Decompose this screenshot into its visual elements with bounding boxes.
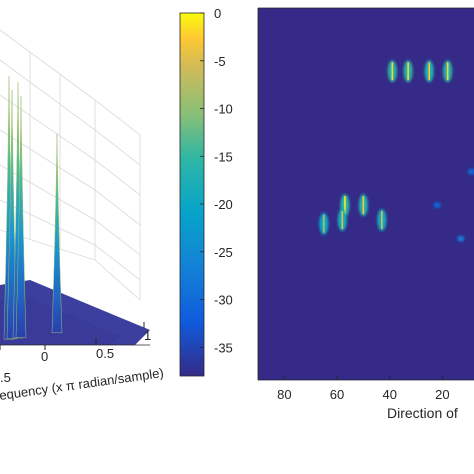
heatmap-blob <box>457 235 465 242</box>
heatmap-tick-label: 60 <box>330 387 344 402</box>
surface-x-tick: 0 <box>41 349 48 364</box>
surface-peak <box>15 96 27 338</box>
colorbar-tick-label: -30 <box>214 293 233 308</box>
surface-x-tick: 1 <box>144 328 151 343</box>
heatmap-background <box>258 8 474 380</box>
colorbar-gradient <box>179 12 205 377</box>
heatmap-x-label: Direction of <box>387 405 458 421</box>
colorbar-tick-label: -10 <box>214 102 233 117</box>
surface-grid <box>0 29 141 301</box>
surface-plot: .5 0 0.5 1 equency (x π radian/sample) <box>0 29 165 403</box>
heatmap-blob <box>433 202 441 209</box>
surface-x-tick: .5 <box>0 370 11 385</box>
surface-x-tick: 0.5 <box>96 346 114 361</box>
colorbar-ticks: 0 -5 -10 -15 -20 -25 -30 -35 <box>200 6 233 355</box>
heatmap-plot: 80 60 40 20 Direction of <box>257 7 474 421</box>
heatmap-blob <box>467 168 474 175</box>
heatmap-tick-label: 40 <box>382 387 396 402</box>
surface-peaks <box>3 76 63 340</box>
surface-x-label: equency (x π radian/sample) <box>0 365 165 403</box>
colorbar-tick-label: 0 <box>214 6 221 21</box>
colorbar-tick-label: -25 <box>214 245 233 260</box>
colorbar-tick-label: -15 <box>214 149 233 164</box>
colorbar-tick-label: -20 <box>214 197 233 212</box>
heatmap-tick-label: 20 <box>435 387 449 402</box>
colorbar-tick-label: -5 <box>214 54 226 69</box>
colorbar-tick-label: -35 <box>214 340 233 355</box>
heatmap-tick-label: 80 <box>277 387 291 402</box>
heatmap-blobs <box>319 60 474 242</box>
colorbar: 0 -5 -10 -15 -20 -25 -30 -35 <box>179 6 233 377</box>
surface-peak <box>51 133 63 334</box>
heatmap-x-ticks: 80 60 40 20 <box>277 376 450 402</box>
